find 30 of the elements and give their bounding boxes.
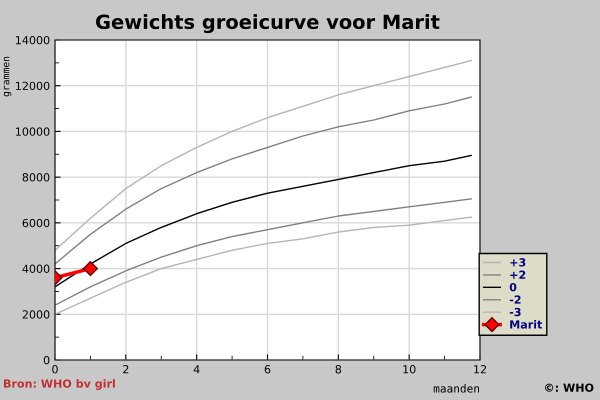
x-tick-label: 6 [264,365,270,374]
legend-label: Marit [510,320,542,329]
y-tick-label: 4000 [22,264,50,273]
legend-label: +2 [510,270,526,279]
chart-title: Gewichts groeicurve voor Marit [96,14,440,34]
y-axis-title: grammen [4,56,12,96]
x-tick-label: 2 [123,365,128,374]
x-axis-title: maanden [434,384,480,393]
y-tick-label: 10000 [16,127,50,136]
y-tick-label: 6000 [22,218,50,228]
line-series [55,60,472,251]
x-tick-label: 12 [474,365,486,374]
y-tick-label: 2000 [22,310,50,319]
legend-label: -2 [510,295,521,304]
legend-label: 0 [510,282,516,292]
legend-label: +3 [510,258,526,267]
text: Bron: WHO bv girl [4,379,115,390]
x-tick-label: 0 [52,365,58,374]
line-series [55,216,472,315]
text: ©: WHO [545,383,594,392]
y-tick-label: 0 [44,356,50,364]
x-tick-label: 4 [194,365,200,374]
x-tick-label: 8 [336,365,342,374]
y-tick-label: 12000 [16,82,50,90]
legend-label: -3 [510,308,521,316]
line-series [55,96,472,265]
y-tick-label: 14000 [16,36,50,44]
y-tick-label: 8000 [22,173,50,182]
x-tick-label: 10 [403,365,416,374]
line-series [55,198,472,306]
